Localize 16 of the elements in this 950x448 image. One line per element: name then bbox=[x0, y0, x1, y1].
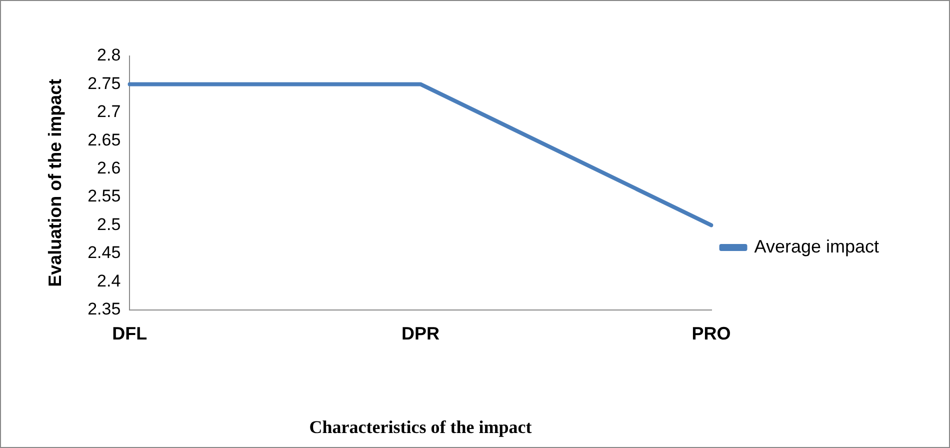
y-axis-title: Evaluation of the impact bbox=[44, 78, 65, 287]
y-tick-label: 2.4 bbox=[97, 271, 121, 290]
y-tick-label: 2.75 bbox=[88, 74, 121, 93]
legend-label: Average impact bbox=[754, 236, 879, 256]
x-axis-title: Characteristics of the impact bbox=[309, 416, 532, 437]
y-tick-label: 2.45 bbox=[88, 243, 121, 262]
y-tick-label: 2.8 bbox=[97, 46, 121, 65]
y-tick-label: 2.6 bbox=[97, 158, 121, 178]
y-tick-label: 2.5 bbox=[97, 214, 121, 234]
y-tick-label: 2.35 bbox=[88, 299, 121, 318]
y-tick-label: 2.55 bbox=[88, 186, 121, 206]
x-tick-label: DFL bbox=[112, 324, 148, 344]
x-tick-label: DPR bbox=[401, 324, 440, 344]
x-tick-label: PRO bbox=[692, 324, 731, 344]
y-tick-label: 2.65 bbox=[88, 130, 121, 150]
y-tick-label: 2.7 bbox=[97, 102, 121, 122]
